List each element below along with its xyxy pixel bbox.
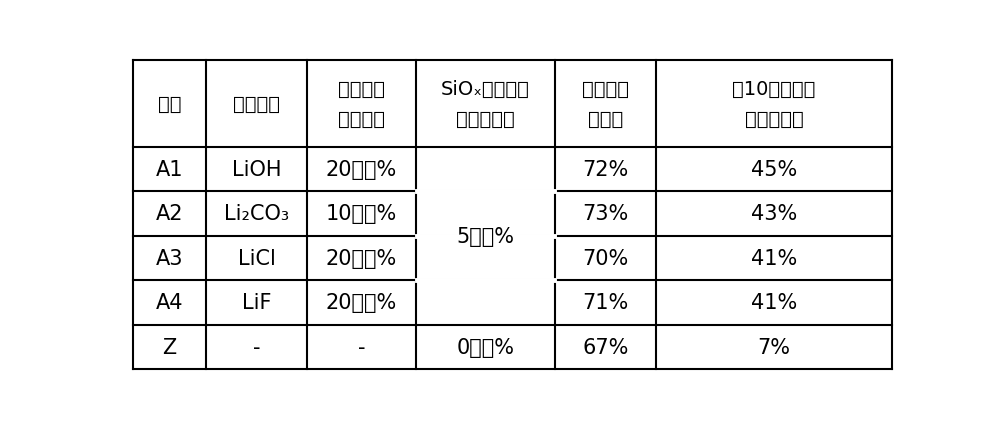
Text: 71%: 71% — [582, 293, 629, 313]
Text: 20摩尔%: 20摩尔% — [326, 293, 397, 313]
Text: 初次充放: 初次充放 — [582, 80, 629, 99]
Text: 20摩尔%: 20摩尔% — [326, 248, 397, 268]
Text: 的添加量: 的添加量 — [338, 109, 385, 128]
Text: 41%: 41% — [751, 248, 797, 268]
Text: -: - — [358, 337, 365, 357]
Text: 第10次循环的: 第10次循环的 — [732, 80, 816, 99]
Text: 5摩尔%: 5摩尔% — [456, 226, 514, 246]
Text: A4: A4 — [156, 293, 183, 313]
Text: 锂相的比率: 锂相的比率 — [456, 109, 515, 128]
Text: LiF: LiF — [242, 293, 272, 313]
Text: 70%: 70% — [582, 248, 629, 268]
Text: 容量维持率: 容量维持率 — [745, 109, 803, 128]
Text: 电池: 电池 — [158, 95, 181, 114]
Text: LiOH: LiOH — [232, 159, 282, 179]
Text: A3: A3 — [156, 248, 183, 268]
Text: 锂化合物: 锂化合物 — [233, 95, 280, 114]
Text: 10摩尔%: 10摩尔% — [326, 204, 397, 224]
Text: A2: A2 — [156, 204, 183, 224]
Text: 45%: 45% — [751, 159, 797, 179]
Text: 73%: 73% — [582, 204, 629, 224]
Text: 20摩尔%: 20摩尔% — [326, 159, 397, 179]
Text: 41%: 41% — [751, 293, 797, 313]
Text: 0摩尔%: 0摩尔% — [456, 337, 514, 357]
Text: 7%: 7% — [758, 337, 791, 357]
Text: 72%: 72% — [582, 159, 629, 179]
Text: 43%: 43% — [751, 204, 797, 224]
Text: A1: A1 — [156, 159, 183, 179]
Text: -: - — [253, 337, 260, 357]
Text: Li₂CO₃: Li₂CO₃ — [224, 204, 289, 224]
Text: LiCl: LiCl — [238, 248, 276, 268]
Text: 电效率: 电效率 — [588, 109, 623, 128]
Text: 67%: 67% — [582, 337, 629, 357]
Text: SiOₓ中的硅酸: SiOₓ中的硅酸 — [441, 80, 530, 99]
Text: Z: Z — [162, 337, 177, 357]
Text: 锂化合物: 锂化合物 — [338, 80, 385, 99]
